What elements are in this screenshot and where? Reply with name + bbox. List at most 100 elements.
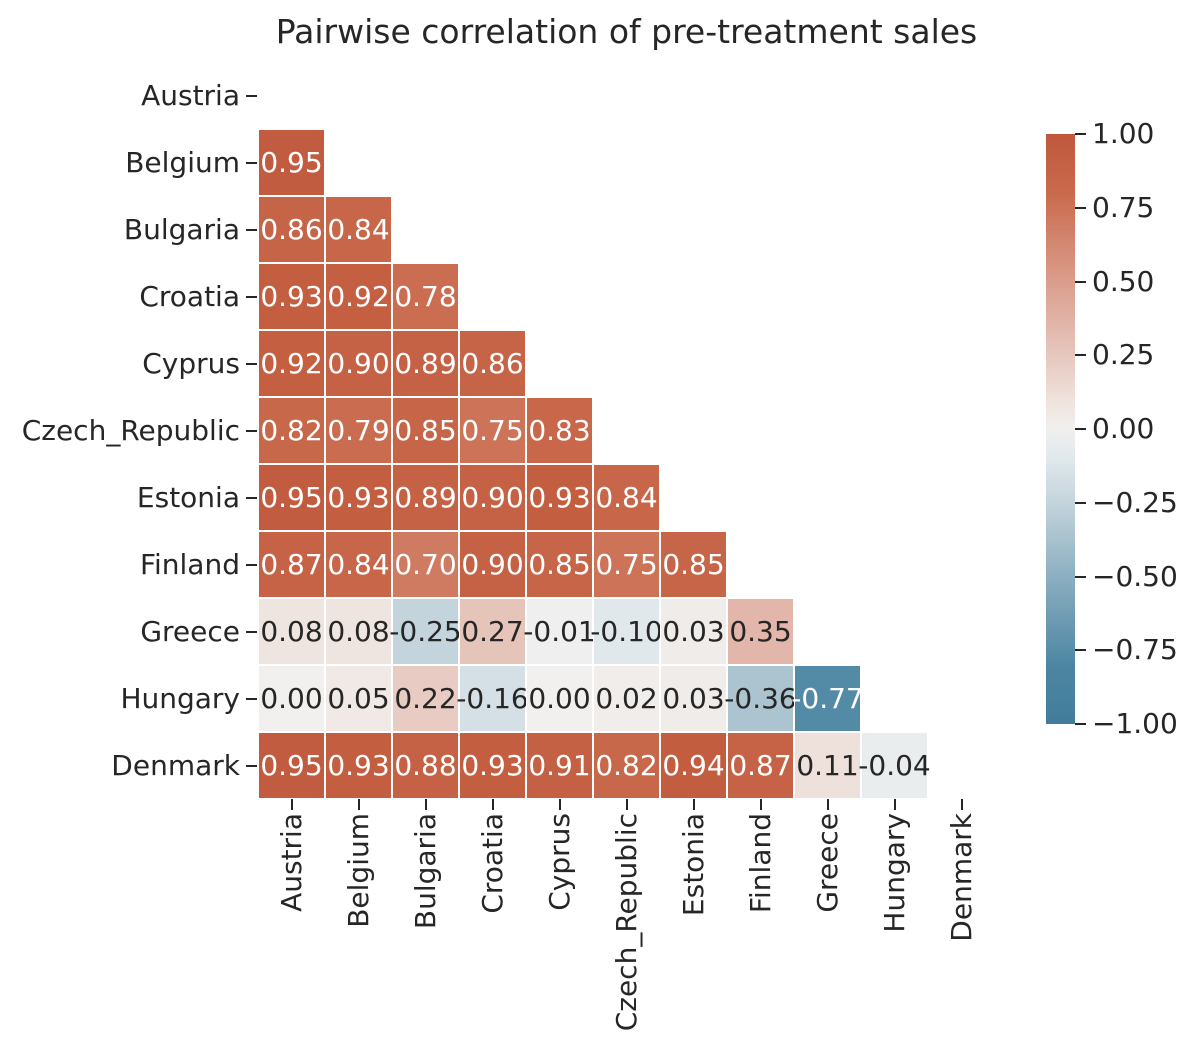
cell-value-label: 0.83 bbox=[528, 413, 591, 447]
cell-value-label: 0.93 bbox=[260, 279, 323, 313]
cell-value-label: 0.93 bbox=[528, 480, 591, 514]
colorbar-tick-label: −0.75 bbox=[1092, 633, 1178, 667]
cell-value-label: 0.95 bbox=[260, 145, 323, 179]
heatmap-cell-finland-bulgaria: 0.70 bbox=[392, 531, 459, 598]
colorbar-tick bbox=[1075, 206, 1086, 209]
x-tick bbox=[357, 799, 360, 810]
colorbar-tick-label: −0.50 bbox=[1092, 559, 1178, 593]
heatmap-cell-denmark-czech_republic: 0.82 bbox=[593, 732, 660, 799]
heatmap-cell-estonia-belgium: 0.93 bbox=[325, 464, 392, 531]
heatmap-cell-finland-czech_republic: 0.75 bbox=[593, 531, 660, 598]
x-tick bbox=[960, 799, 963, 810]
colorbar-gradient bbox=[1046, 134, 1075, 724]
x-label-cyprus: Cyprus bbox=[542, 813, 576, 911]
cell-value-label: -0.04 bbox=[858, 748, 931, 782]
x-label-finland: Finland bbox=[743, 813, 777, 914]
x-label-bulgaria: Bulgaria bbox=[408, 813, 442, 930]
x-tick bbox=[826, 799, 829, 810]
x-tick bbox=[692, 799, 695, 810]
colorbar-tick-label: 0.50 bbox=[1092, 264, 1155, 298]
y-tick bbox=[246, 563, 257, 566]
heatmap-cell-greece-bulgaria: -0.25 bbox=[389, 598, 462, 665]
heatmap-cell-hungary-bulgaria: 0.22 bbox=[392, 665, 459, 732]
heatmap-cell-denmark-hungary: -0.04 bbox=[858, 732, 931, 799]
x-tick bbox=[558, 799, 561, 810]
cell-value-label: 0.00 bbox=[260, 681, 323, 715]
heatmap-cell-denmark-finland: 0.87 bbox=[727, 732, 794, 799]
colorbar-tick bbox=[1075, 133, 1086, 135]
cell-value-label: 0.84 bbox=[327, 547, 390, 581]
cell-value-label: 0.89 bbox=[394, 480, 457, 514]
cell-value-label: 0.93 bbox=[461, 748, 524, 782]
x-label-austria: Austria bbox=[274, 813, 308, 912]
cell-value-label: 0.85 bbox=[528, 547, 591, 581]
x-tick bbox=[893, 799, 896, 810]
y-tick bbox=[246, 228, 257, 231]
y-label-belgium: Belgium bbox=[125, 145, 240, 179]
colorbar-tick bbox=[1075, 723, 1086, 725]
heatmap-cell-estonia-croatia: 0.90 bbox=[459, 464, 526, 531]
y-label-austria: Austria bbox=[141, 78, 240, 112]
heatmap-cell-hungary-finland: -0.36 bbox=[724, 665, 797, 732]
x-label-estonia: Estonia bbox=[676, 813, 710, 917]
colorbar-tick-label: 1.00 bbox=[1092, 117, 1155, 150]
colorbar-tick-label: −1.00 bbox=[1092, 707, 1178, 740]
cell-value-label: 0.86 bbox=[260, 212, 323, 246]
y-tick bbox=[246, 496, 257, 499]
cell-value-label: 0.85 bbox=[662, 547, 725, 581]
colorbar-tick bbox=[1075, 428, 1086, 430]
colorbar-tick bbox=[1075, 649, 1086, 652]
colorbar-tick-label: 0.00 bbox=[1092, 412, 1155, 445]
heatmap-cell-hungary-belgium: 0.05 bbox=[325, 665, 392, 732]
heatmap-cell-hungary-estonia: 0.03 bbox=[660, 665, 727, 732]
cell-value-label: 0.03 bbox=[662, 614, 725, 648]
heatmap-cell-greece-finland: 0.35 bbox=[727, 598, 794, 665]
cell-value-label: 0.93 bbox=[327, 480, 390, 514]
cell-value-label: -0.36 bbox=[724, 681, 797, 715]
cell-value-label: 0.02 bbox=[595, 681, 658, 715]
cell-value-label: 0.84 bbox=[595, 480, 658, 514]
cell-value-label: 0.08 bbox=[260, 614, 323, 648]
cell-value-label: 0.27 bbox=[461, 614, 524, 648]
cell-value-label: 0.90 bbox=[461, 480, 524, 514]
colorbar-tick-label: 0.25 bbox=[1092, 338, 1155, 372]
heatmap-cell-finland-croatia: 0.90 bbox=[459, 531, 526, 598]
heatmap-cell-greece-czech_republic: -0.10 bbox=[590, 598, 663, 665]
y-label-cyprus: Cyprus bbox=[142, 346, 240, 380]
heatmap-cell-denmark-austria: 0.95 bbox=[258, 732, 325, 799]
heatmap-cell-cyprus-belgium: 0.90 bbox=[325, 330, 392, 397]
x-tick bbox=[424, 799, 427, 810]
heatmap-cell-bulgaria-belgium: 0.84 bbox=[325, 196, 392, 263]
cell-value-label: 0.92 bbox=[260, 346, 323, 380]
cell-value-label: 0.92 bbox=[327, 279, 390, 313]
y-tick bbox=[246, 630, 257, 633]
cell-value-label: 0.75 bbox=[461, 413, 524, 447]
y-label-estonia: Estonia bbox=[136, 480, 240, 514]
heatmap-cell-croatia-austria: 0.93 bbox=[258, 263, 325, 330]
heatmap-cell-denmark-belgium: 0.93 bbox=[325, 732, 392, 799]
y-label-finland: Finland bbox=[139, 547, 240, 581]
x-label-hungary: Hungary bbox=[877, 813, 911, 933]
cell-value-label: 0.86 bbox=[461, 346, 524, 380]
cell-value-label: 0.05 bbox=[327, 681, 390, 715]
heatmap-cell-hungary-austria: 0.00 bbox=[258, 665, 325, 732]
cell-value-label: -0.10 bbox=[590, 614, 663, 648]
cell-value-label: 0.03 bbox=[662, 681, 725, 715]
x-tick bbox=[491, 799, 494, 810]
heatmap-cell-greece-croatia: 0.27 bbox=[459, 598, 526, 665]
heatmap-cell-estonia-cyprus: 0.93 bbox=[526, 464, 593, 531]
cell-value-label: 0.11 bbox=[796, 748, 859, 782]
x-tick bbox=[759, 799, 762, 810]
cell-value-label: 0.88 bbox=[394, 748, 457, 782]
heatmap-cell-denmark-croatia: 0.93 bbox=[459, 732, 526, 799]
heatmap-cell-denmark-greece: 0.11 bbox=[794, 732, 861, 799]
x-label-belgium: Belgium bbox=[341, 813, 375, 928]
heatmap-cell-croatia-belgium: 0.92 bbox=[325, 263, 392, 330]
cell-value-label: 0.89 bbox=[394, 346, 457, 380]
cell-value-label: 0.00 bbox=[528, 681, 591, 715]
cell-value-label: 0.82 bbox=[260, 413, 323, 447]
heatmap-cell-finland-estonia: 0.85 bbox=[660, 531, 727, 598]
colorbar-tick bbox=[1075, 280, 1086, 283]
cell-value-label: 0.94 bbox=[662, 748, 725, 782]
y-tick bbox=[246, 161, 257, 164]
